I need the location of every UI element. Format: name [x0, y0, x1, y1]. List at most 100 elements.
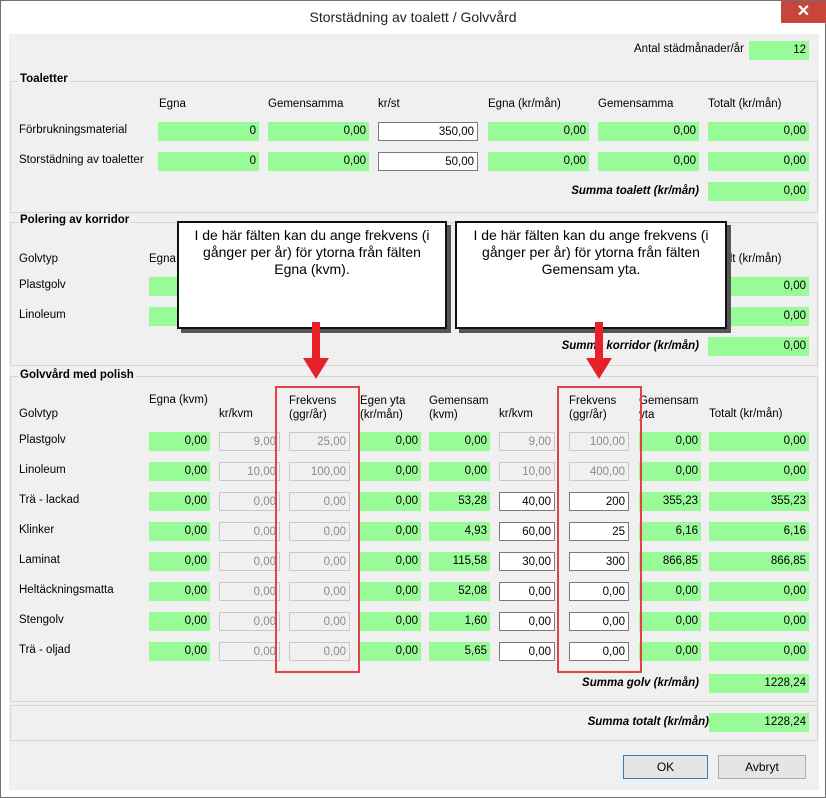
krkvm-field: 0,00	[219, 492, 280, 511]
egen-yta-field: 0,00	[360, 582, 421, 601]
totalt-field: 0,00	[709, 432, 809, 451]
header-egna-kr: Egna (kr/mån)	[488, 98, 561, 110]
header-totalt: Totalt (kr/mån)	[709, 408, 783, 420]
section-title-korridor: Polering av korridor	[18, 214, 132, 226]
summa-toalett-label: Summa toalett (kr/mån)	[571, 185, 699, 197]
frekvens2-input[interactable]: 25	[569, 522, 629, 541]
header-gem-kvm: Gemensam (kvm)	[429, 395, 489, 421]
arrow-down-left	[303, 322, 329, 379]
months-field: 12	[749, 41, 809, 60]
frekvens2-input[interactable]: 200	[569, 492, 629, 511]
frekvens-field: 0,00	[289, 492, 350, 511]
frekvens2-input[interactable]: 0,00	[569, 582, 629, 601]
header-egna: Egna	[159, 98, 186, 110]
gem-kr-field: 0,00	[598, 152, 699, 171]
egen-yta-field: 0,00	[360, 432, 421, 451]
header-gem-yta: Gemensam yta	[639, 395, 699, 421]
egna-field: 0	[158, 122, 259, 141]
krkvm2-input[interactable]: 0,00	[499, 612, 555, 631]
gem-kvm-field: 115,58	[429, 552, 490, 571]
gem-kvm-field: 5,65	[429, 642, 490, 661]
totalt-field: 866,85	[709, 552, 809, 571]
header-egna-kvm: Egna (kvm)	[149, 394, 208, 406]
dialog-body: Antal städmånader/år 12 Toaletter Egna G…	[9, 34, 819, 790]
header-frekvens2: Frekvens (ggr/år)	[569, 395, 617, 421]
row-label: Trä - oljad	[19, 644, 71, 656]
egna-kvm-field: 0,00	[149, 582, 210, 601]
krkvm2-input[interactable]: 40,00	[499, 492, 555, 511]
egen-yta-field: 0,00	[360, 552, 421, 571]
gem-kr-field: 0,00	[598, 122, 699, 141]
cancel-button[interactable]: Avbryt	[718, 755, 806, 779]
egen-yta-field: 0,00	[360, 642, 421, 661]
frekvens-field: 0,00	[289, 582, 350, 601]
krkvm-field: 9,00	[219, 432, 280, 451]
krkvm-field: 10,00	[219, 462, 280, 481]
krkvm-field: 0,00	[219, 642, 280, 661]
egna-kvm-field: 0,00	[149, 612, 210, 631]
krkvm2-input[interactable]: 60,00	[499, 522, 555, 541]
frekvens2-input[interactable]: 0,00	[569, 612, 629, 631]
totalt-field: 0,00	[708, 307, 809, 326]
gem-kvm-field: 0,00	[429, 432, 490, 451]
row-label: Laminat	[19, 554, 60, 566]
totalt-field: 0,00	[708, 277, 809, 296]
egna-kr-field: 0,00	[488, 152, 589, 171]
header-krkvm2: kr/kvm	[499, 408, 533, 420]
gem-kvm-field: 1,60	[429, 612, 490, 631]
header-krkvm: kr/kvm	[219, 408, 253, 420]
totalt-field: 6,16	[709, 522, 809, 541]
frekvens2-input[interactable]: 300	[569, 552, 629, 571]
frekvens2-field: 100,00	[569, 432, 629, 451]
ok-button[interactable]: OK	[623, 755, 708, 779]
krkvm2-input[interactable]: 30,00	[499, 552, 555, 571]
gem-yta-field: 0,00	[639, 462, 701, 481]
frekvens-field: 0,00	[289, 642, 350, 661]
row-label: Linoleum	[19, 464, 66, 476]
group-toaletter	[10, 81, 818, 213]
frekvens-field: 0,00	[289, 522, 350, 541]
krkvm2-input[interactable]: 0,00	[499, 642, 555, 661]
krkvm2-input[interactable]: 0,00	[499, 582, 555, 601]
gem-kvm-field: 0,00	[429, 462, 490, 481]
frekvens2-field: 400,00	[569, 462, 629, 481]
totalt-field: 0,00	[709, 582, 809, 601]
row-label: Plastgolv	[19, 279, 66, 291]
header-totalt: Totalt (kr/mån)	[708, 98, 782, 110]
krst-input[interactable]: 50,00	[378, 152, 478, 171]
row-label: Klinker	[19, 524, 55, 536]
header-gemensamma: Gemensamma	[268, 98, 344, 110]
row-label: Stengolv	[19, 614, 64, 626]
section-title-polish: Golvvård med polish	[18, 369, 136, 381]
header-egen-yta: Egen yta (kr/mån)	[360, 395, 406, 421]
frekvens-field: 25,00	[289, 432, 350, 451]
row-label: Storstädning av toaletter	[19, 154, 144, 166]
group-total	[10, 705, 818, 741]
egen-yta-field: 0,00	[360, 612, 421, 631]
header-golvtyp: Golvtyp	[19, 408, 58, 420]
close-button[interactable]: ✕	[781, 1, 826, 23]
gem-yta-field: 866,85	[639, 552, 701, 571]
egna-kvm-field: 0,00	[149, 432, 210, 451]
krst-input[interactable]: 350,00	[378, 122, 478, 141]
egna-kvm-field: 0,00	[149, 522, 210, 541]
window-title: Storstädning av toalett / Golvvård	[309, 9, 517, 25]
totalt-field: 355,23	[709, 492, 809, 511]
krkvm2-field: 10,00	[499, 462, 555, 481]
gem-yta-field: 355,23	[639, 492, 701, 511]
gem-yta-field: 0,00	[639, 612, 701, 631]
callout-left: I de här fälten kan du ange frekvens (i …	[177, 221, 447, 329]
row-label: Förbrukningsmaterial	[19, 124, 128, 136]
gem-yta-field: 6,16	[639, 522, 701, 541]
frekvens2-input[interactable]: 0,00	[569, 642, 629, 661]
gem-kvm-field: 52,08	[429, 582, 490, 601]
totalt-field: 0,00	[708, 152, 809, 171]
totalt-field: 0,00	[709, 642, 809, 661]
row-label: Trä - lackad	[19, 494, 80, 506]
summa-golv-field: 1228,24	[709, 674, 809, 693]
egna-kr-field: 0,00	[488, 122, 589, 141]
arrow-down-right	[586, 322, 612, 379]
krkvm2-field: 9,00	[499, 432, 555, 451]
gem-yta-field: 0,00	[639, 642, 701, 661]
gem-yta-field: 0,00	[639, 582, 701, 601]
